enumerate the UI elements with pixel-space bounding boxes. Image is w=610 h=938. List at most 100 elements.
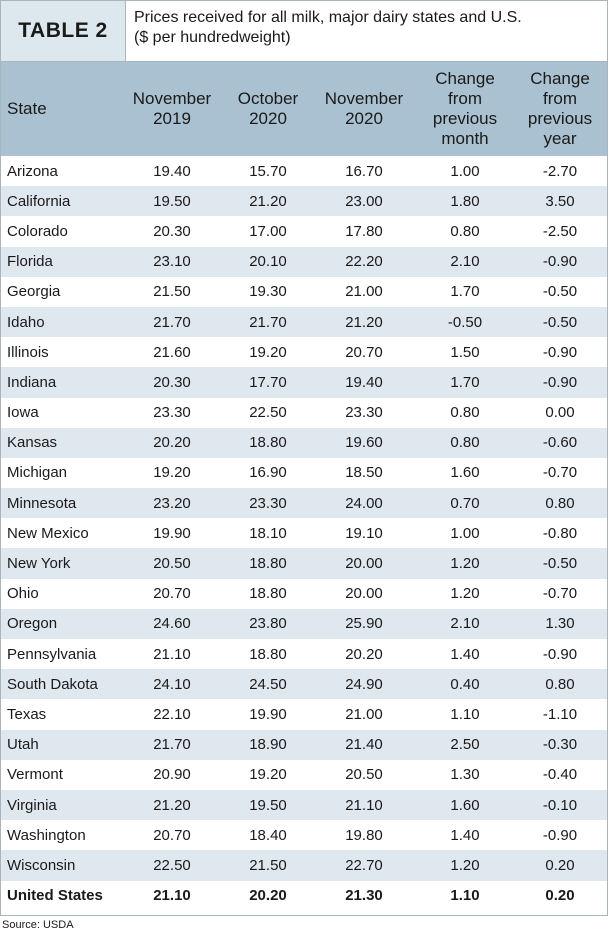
table-row: Idaho 21.70 21.70 21.20 -0.50 -0.50	[1, 306, 607, 338]
cell-value: 20.50	[345, 766, 383, 784]
cell-value: 1.20	[450, 585, 480, 603]
header-nov-2020: November 2020	[311, 62, 417, 156]
header-nov-2019: November 2019	[119, 62, 225, 156]
table-row: Colorado 20.30 17.00 17.80 0.80 -2.50	[1, 216, 607, 247]
cell-value: 0.70	[450, 494, 480, 512]
table-row: Vermont 20.90 19.20 20.50 1.30 -0.40	[1, 759, 607, 790]
cell-value: 20.90	[153, 766, 191, 784]
cell-value: 19.10	[345, 524, 383, 542]
cell-value: 21.30	[345, 887, 383, 905]
cell-value: 21.50	[153, 283, 191, 301]
cell-value: 20.70	[345, 343, 383, 361]
header-line: 2019	[153, 109, 191, 128]
cell-value: 22.20	[345, 253, 383, 271]
cell-value: 1.40	[450, 645, 480, 663]
header-line: November	[132, 89, 212, 108]
header-line: previous	[527, 109, 593, 128]
table-row: Iowa 23.30 22.50 23.30 0.80 0.00	[1, 397, 607, 428]
cell-state: Idaho	[7, 313, 45, 331]
cell-value: -0.80	[542, 524, 578, 542]
cell-value: 1.00	[450, 524, 480, 542]
cell-value: 1.70	[450, 283, 480, 301]
cell-state: New Mexico	[7, 524, 89, 542]
cell-value: 1.20	[450, 555, 480, 573]
cell-value: 21.10	[345, 796, 383, 814]
cell-value: 24.90	[345, 675, 383, 693]
header-line: month	[441, 129, 489, 148]
table-row: Indiana 20.30 17.70 19.40 1.70 -0.90	[1, 367, 607, 398]
cell-value: 0.80	[450, 404, 480, 422]
cell-value: 22.70	[345, 856, 383, 874]
cell-value: 3.50	[545, 192, 575, 210]
header-change-year: Change from previous year	[513, 62, 607, 156]
cell-value: 23.30	[345, 404, 383, 422]
cell-value: 0.40	[450, 675, 480, 693]
header-change-month: Change from previous month	[417, 62, 513, 156]
header-line: November	[324, 89, 404, 108]
cell-value: 19.30	[249, 283, 287, 301]
cell-value: 19.20	[249, 343, 287, 361]
header-oct-2020: October 2020	[225, 62, 311, 156]
cell-state: Utah	[7, 736, 39, 754]
cell-value: 19.20	[153, 464, 191, 482]
cell-value: 1.80	[450, 192, 480, 210]
table-container: TABLE 2 Prices received for all milk, ma…	[0, 0, 608, 916]
cell-value: 1.60	[450, 464, 480, 482]
cell-value: -0.10	[542, 796, 578, 814]
cell-value: 2.10	[450, 253, 480, 271]
cell-state: Iowa	[7, 404, 39, 422]
cell-value: 18.50	[345, 464, 383, 482]
cell-value: 23.80	[249, 615, 287, 633]
cell-state: Pennsylvania	[7, 645, 97, 663]
cell-value: 21.20	[345, 313, 383, 331]
cell-value: 18.80	[249, 555, 287, 573]
table-row: Texas 22.10 19.90 21.00 1.10 -1.10	[1, 699, 607, 730]
cell-value: 23.20	[153, 494, 191, 512]
cell-value: 1.30	[545, 615, 575, 633]
cell-value: 20.30	[153, 222, 191, 240]
cell-state: Indiana	[7, 373, 57, 391]
cell-value: 25.90	[345, 615, 383, 633]
cell-value: -0.30	[542, 736, 578, 754]
cell-value: -2.70	[542, 162, 578, 180]
table-row: New York 20.50 18.80 20.00 1.20 -0.50	[1, 548, 607, 579]
cell-value: 19.40	[345, 373, 383, 391]
cell-value: 21.00	[345, 283, 383, 301]
table-row: Ohio 20.70 18.80 20.00 1.20 -0.70	[1, 578, 607, 609]
cell-value: 19.60	[345, 434, 383, 452]
cell-value: 19.90	[249, 705, 287, 723]
cell-value: 18.80	[249, 585, 287, 603]
cell-value: -0.90	[542, 645, 578, 663]
header-line: Change	[530, 69, 590, 88]
cell-value: 23.30	[249, 494, 287, 512]
table-row: Utah 21.70 18.90 21.40 2.50 -0.30	[1, 729, 607, 760]
header-line: from	[543, 89, 577, 108]
table-row: Arizona 19.40 15.70 16.70 1.00 -2.70	[1, 156, 607, 187]
cell-state: Minnesota	[7, 494, 77, 512]
cell-value: 23.10	[153, 253, 191, 271]
cell-state: Arizona	[7, 162, 58, 180]
cell-value: 24.00	[345, 494, 383, 512]
table-row: Georgia 21.50 19.30 21.00 1.70 -0.50	[1, 276, 607, 307]
table-row: Pennsylvania 21.10 18.80 20.20 1.40 -0.90	[1, 639, 607, 670]
cell-value: 21.00	[345, 705, 383, 723]
cell-state: Michigan	[7, 464, 68, 482]
cell-state: Virginia	[7, 796, 57, 814]
cell-value: -1.10	[542, 705, 578, 723]
cell-value: -0.60	[542, 434, 578, 452]
cell-state: Colorado	[7, 222, 68, 240]
table-row: Illinois 21.60 19.20 20.70 1.50 -0.90	[1, 337, 607, 368]
cell-value: -0.90	[542, 826, 578, 844]
header-row: State November 2019 October 2020 Novembe…	[1, 62, 607, 156]
cell-value: 18.40	[249, 826, 287, 844]
cell-value: 21.50	[249, 856, 287, 874]
cell-value: 1.10	[450, 887, 480, 905]
table-row: Kansas 20.20 18.80 19.60 0.80 -0.60	[1, 427, 607, 458]
header-line: year	[543, 129, 577, 148]
cell-value: 0.20	[545, 856, 575, 874]
cell-value: 1.20	[450, 856, 480, 874]
cell-value: 0.80	[545, 494, 575, 512]
cell-state: Illinois	[7, 343, 49, 361]
cell-value: 1.40	[450, 826, 480, 844]
table-body: Arizona 19.40 15.70 16.70 1.00 -2.70 Californi…	[1, 156, 607, 911]
